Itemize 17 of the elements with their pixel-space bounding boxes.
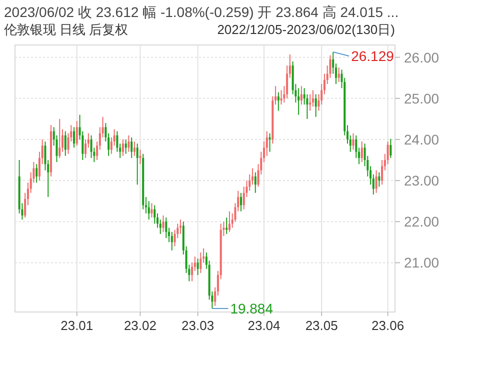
x-tick-label: 23.03 bbox=[182, 318, 214, 333]
x-tick-label: 23.06 bbox=[372, 318, 404, 333]
y-tick-label: 26.00 bbox=[404, 49, 440, 66]
y-tick-label: 21.00 bbox=[404, 254, 440, 271]
y-tick-label: 23.00 bbox=[404, 172, 440, 189]
x-tick-label: 23.01 bbox=[60, 318, 94, 333]
annotation: 2022/12/05-2023/06/02(130日) bbox=[217, 22, 395, 37]
title: 2023/06/02 收 23.612 幅 -1.08%(-0.259) 开 23.864 高 24.015 ... bbox=[4, 4, 399, 20]
x-tick-label: 23.05 bbox=[305, 318, 338, 333]
subtitle: 伦敦银现 日线 后复权 bbox=[4, 22, 128, 37]
annotation: 19.884 bbox=[230, 300, 274, 317]
y-tick-label: 25.00 bbox=[404, 90, 440, 106]
x-tick-label: 23.02 bbox=[124, 318, 156, 333]
y-tick-label: 22.00 bbox=[404, 214, 440, 230]
annotation: 26.129 bbox=[351, 48, 394, 64]
y-tick-label: 24.00 bbox=[404, 131, 440, 148]
x-tick-label: 23.04 bbox=[248, 318, 280, 333]
